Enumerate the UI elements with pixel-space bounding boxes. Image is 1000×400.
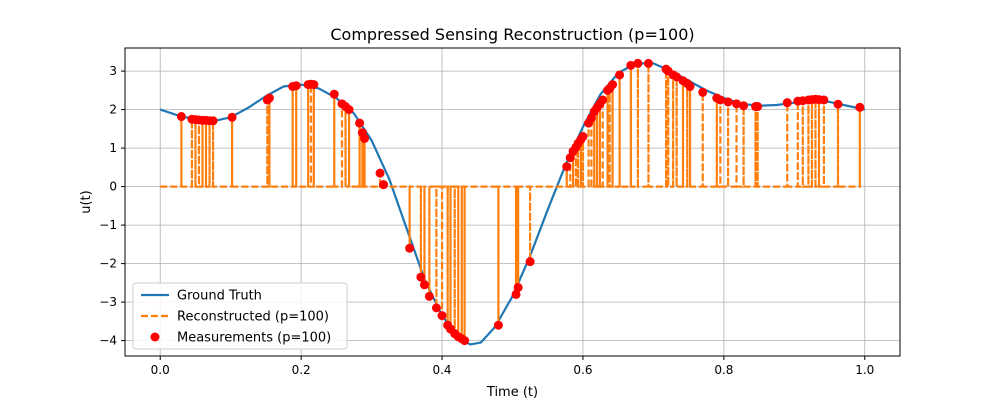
- legend-label-reconstructed: Reconstructed (p=100): [177, 310, 329, 325]
- measurement-point: [424, 291, 434, 301]
- x-tick-label: 0.6: [573, 363, 592, 377]
- y-tick-label: 3: [109, 64, 117, 78]
- x-tick-label: 0.0: [151, 363, 170, 377]
- measurement-point: [355, 118, 365, 128]
- measurement-point: [819, 95, 829, 105]
- measurement-point: [360, 133, 370, 143]
- y-tick-label: −2: [99, 257, 117, 271]
- y-tick-label: 2: [109, 103, 117, 117]
- measurement-point: [685, 82, 695, 91]
- y-tick-label: −3: [99, 295, 117, 309]
- measurement-point: [715, 95, 725, 105]
- measurement-point: [513, 282, 523, 292]
- measurement-point: [431, 303, 441, 313]
- measurement-point: [753, 102, 763, 112]
- y-tick-label: −1: [99, 218, 117, 232]
- measurement-point: [782, 98, 792, 108]
- measurement-point: [633, 58, 643, 68]
- measurement-point: [405, 243, 415, 253]
- measurement-point: [578, 132, 588, 142]
- measurement-point: [626, 60, 636, 70]
- measurement-point: [419, 280, 429, 290]
- measurement-point: [739, 101, 749, 111]
- measurement-point: [379, 180, 389, 190]
- x-tick-label: 0.8: [714, 363, 733, 377]
- legend-label-ground-truth: Ground Truth: [177, 289, 262, 304]
- y-tick-label: 0: [109, 180, 117, 194]
- measurement-point: [855, 102, 865, 112]
- measurement-point: [460, 336, 470, 346]
- measurement-point: [511, 289, 521, 299]
- chart-title: Compressed Sensing Reconstruction (p=100…: [330, 25, 694, 44]
- legend-label-measurements: Measurements (p=100): [177, 331, 331, 346]
- measurement-point: [833, 99, 843, 109]
- legend: Ground Truth Reconstructed (p=100) Measu…: [132, 282, 348, 350]
- measurement-point: [329, 89, 339, 99]
- measurement-point: [562, 162, 572, 172]
- measurement-point: [598, 95, 608, 105]
- x-axis-label: Time (t): [486, 385, 538, 400]
- measurement-point: [437, 311, 447, 321]
- measurement-point: [643, 58, 653, 68]
- measurement-point: [176, 112, 186, 122]
- x-tick-label: 0.4: [432, 363, 451, 377]
- legend-swatch-measurements: [150, 332, 160, 342]
- measurement-point: [208, 116, 218, 126]
- measurement-point: [493, 320, 503, 330]
- measurement-point: [732, 99, 742, 109]
- measurement-point: [416, 272, 426, 282]
- ticks: 0.0 0.2 0.4 0.6 0.8 1.0 −4 −3 −2 −1 0 1 2 3: [99, 64, 874, 377]
- measurement-point: [375, 168, 385, 178]
- measurement-point: [264, 93, 274, 103]
- measurement-point: [309, 80, 319, 90]
- measurement-point: [608, 80, 618, 90]
- measurement-point: [723, 97, 733, 107]
- measurement-point: [227, 112, 237, 122]
- measurement-point: [291, 81, 301, 91]
- axes-frame: [124, 47, 901, 357]
- plot-area: [159, 58, 866, 346]
- measurement-point: [615, 70, 625, 80]
- measurement-point: [344, 105, 354, 115]
- measurement-point: [525, 257, 535, 267]
- y-axis-label: u(t): [79, 190, 94, 213]
- x-tick-label: 1.0: [855, 363, 874, 377]
- y-tick-label: 1: [109, 141, 117, 155]
- measurement-point: [698, 87, 708, 97]
- legend-box: [132, 282, 348, 350]
- x-tick-label: 0.2: [292, 363, 311, 377]
- y-tick-label: −4: [99, 334, 117, 348]
